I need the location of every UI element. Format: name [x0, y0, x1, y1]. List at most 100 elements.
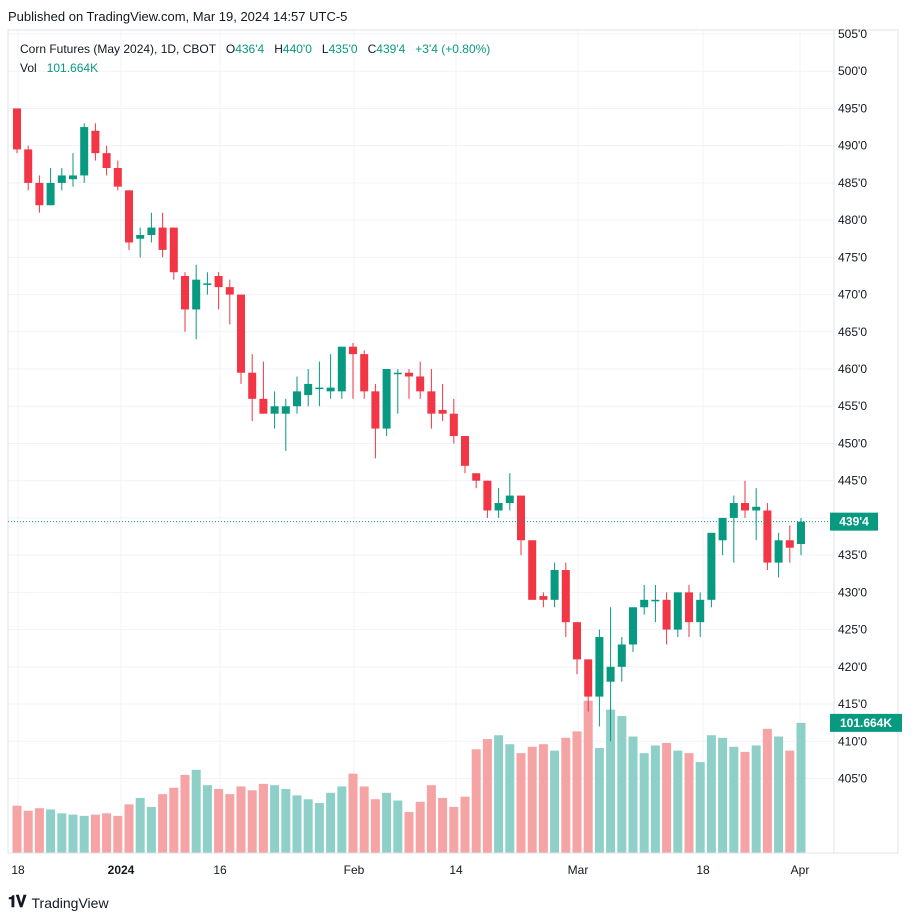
volume-bar [68, 814, 78, 853]
time-tick-label: 14 [449, 863, 463, 877]
volume-bar [538, 744, 548, 853]
candle-body [483, 480, 492, 511]
candle-body [125, 190, 133, 243]
candle-body [225, 287, 234, 295]
candle-body [192, 279, 201, 310]
price-tick-label: 460'0 [838, 362, 867, 376]
volume-bar [662, 742, 672, 853]
candle-body [181, 275, 189, 310]
candle-body [573, 622, 581, 660]
volume-bar [236, 786, 246, 853]
candle-body [673, 592, 682, 630]
price-tick-label: 435'0 [838, 548, 867, 562]
legend-close: 439'4 [376, 42, 406, 56]
volume-bar [561, 737, 571, 853]
volume-bar [314, 803, 324, 853]
legend-open: 436'4 [235, 42, 265, 56]
volume-bar [158, 794, 168, 853]
volume-bar [415, 801, 425, 853]
footer-brand: TradingView [31, 895, 109, 911]
candle-body [539, 596, 548, 600]
volume-bar [180, 774, 190, 853]
volume-bar [370, 799, 380, 853]
volume-bar [135, 797, 145, 853]
candle-body [360, 354, 369, 392]
footer: 𝟏𝐕 TradingView [8, 894, 109, 912]
candle-body [774, 540, 783, 563]
volume-bar [572, 731, 582, 853]
volume-bar [650, 745, 660, 853]
volume-bar [527, 746, 537, 853]
volume-bar [673, 750, 683, 853]
volume-bar [606, 709, 616, 853]
price-tick-label: 470'0 [838, 288, 867, 302]
candle-body [606, 666, 615, 682]
candle-body [147, 227, 156, 236]
last-price-badge [830, 512, 878, 531]
time-tick-label: Feb [344, 863, 365, 877]
volume-bar [303, 799, 313, 853]
chart-legend: Corn Futures (May 2024), 1D, CBOT O436'4… [20, 40, 490, 78]
volume-bar [214, 789, 224, 853]
volume-bar [225, 794, 235, 853]
candle-body [461, 436, 469, 466]
volume-bar [348, 773, 358, 853]
candle-body [270, 406, 279, 414]
tradingview-logo-icon: 𝟏𝐕 [8, 894, 26, 911]
volume-bar [438, 797, 448, 853]
time-tick-label: Mar [568, 863, 589, 877]
volume-bar [774, 736, 784, 853]
candle-body [304, 383, 313, 396]
volume-bar [326, 792, 336, 853]
time-tick-label: 16 [213, 863, 227, 877]
volume-bar [550, 750, 560, 853]
candle-body [640, 599, 649, 608]
candle-body [13, 108, 21, 150]
candle-body [259, 398, 268, 414]
candle-body [158, 227, 167, 250]
candle-body [281, 406, 290, 414]
candle-body [80, 127, 89, 176]
candle-body [718, 517, 727, 541]
volume-bar [292, 795, 302, 853]
chart-grid [8, 30, 834, 853]
candle-body [102, 153, 111, 169]
candle-body [416, 376, 425, 392]
candle-body [136, 235, 145, 239]
candle-body [24, 149, 33, 183]
candle-body [561, 570, 570, 623]
volume-bar [762, 728, 772, 853]
price-tick-label: 420'0 [838, 660, 867, 674]
price-tick-label: 410'0 [838, 734, 867, 748]
time-tick-label: 2024 [108, 863, 135, 877]
volume-bar [751, 745, 761, 853]
candle-body [169, 227, 178, 273]
time-tick-label: Apr [791, 863, 810, 877]
candle-body [550, 570, 559, 600]
volume-bar [57, 813, 67, 853]
candle-body [46, 182, 55, 206]
candle-body [393, 372, 402, 375]
candle-body [427, 391, 436, 414]
candle-body [349, 346, 357, 355]
volume-bar [706, 735, 716, 853]
price-candles [13, 108, 805, 742]
price-tick-label: 425'0 [838, 623, 867, 637]
candle-body [741, 503, 749, 511]
price-tick-label: 405'0 [838, 771, 867, 785]
candle-body [797, 521, 805, 544]
candle-body [438, 409, 447, 414]
candle-body [707, 532, 716, 600]
candle-body [237, 294, 245, 373]
legend-vol-value: 101.664K [46, 61, 99, 75]
volume-bar [191, 769, 201, 853]
candle-body [382, 369, 391, 429]
candle-body [584, 659, 593, 697]
last-price-label: 439'4 [839, 515, 869, 529]
candle-body [763, 510, 772, 563]
candle-body [113, 168, 122, 187]
legend-ohlc-row: Corn Futures (May 2024), 1D, CBOT O436'4… [20, 42, 491, 56]
candle-body [293, 391, 301, 407]
chart-frame [7, 29, 899, 854]
